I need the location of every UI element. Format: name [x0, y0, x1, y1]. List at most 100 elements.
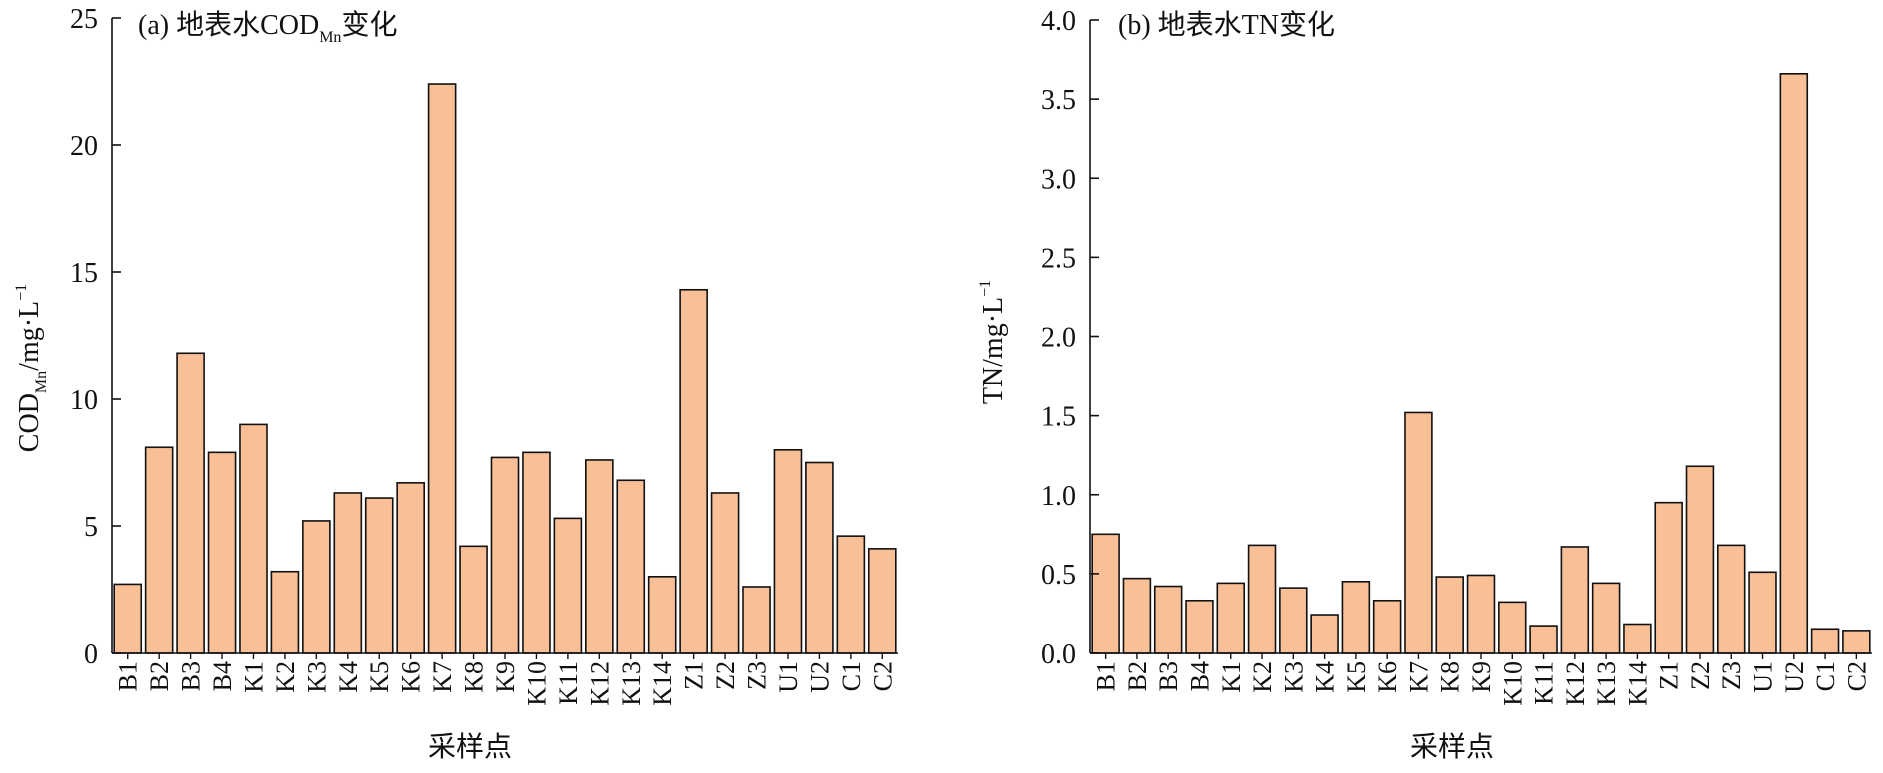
x-tick-label-K6: K6	[1373, 661, 1402, 693]
bar-K6	[396, 482, 426, 654]
bar-B3	[1153, 585, 1183, 654]
bar-K8	[459, 545, 488, 654]
x-tick-label-C1: C1	[837, 661, 866, 691]
x-tick-label-K4: K4	[1311, 661, 1340, 693]
bar-B2	[144, 446, 174, 654]
y-tick-label: 15	[70, 258, 98, 289]
x-tick-label-K5: K5	[365, 661, 394, 693]
x-tick-label-K11: K11	[554, 661, 583, 705]
x-tick-label-B4: B4	[1185, 661, 1214, 691]
bar-K11	[1529, 625, 1558, 654]
bar-U1	[773, 448, 803, 654]
x-tick-label-K10: K10	[522, 661, 551, 706]
bar-K10	[522, 451, 551, 654]
chart-cod: (a) 地表水CODMn变化 CODMn/mg·L−1 采样点 0 5 10 15 20…	[13, 4, 898, 763]
bar-K4	[1310, 614, 1339, 654]
chart-b-title: (b) 地表水TN变化	[1118, 9, 1335, 41]
y-tick-label: 3.0	[1041, 164, 1076, 195]
x-tick-label-C2: C2	[1842, 661, 1871, 691]
y-tick-label: 0.0	[1041, 639, 1076, 670]
bar-U1	[1748, 571, 1777, 654]
bar-U2	[1779, 73, 1809, 654]
x-tick-label-U1: U1	[1749, 661, 1778, 693]
bar-U2	[805, 461, 834, 654]
y-tick-label: 0	[84, 639, 98, 670]
chart-a-y-axis-label: CODMn/mg·L−1	[13, 284, 50, 452]
x-tick-label-K7: K7	[428, 661, 457, 693]
chart-a-x-ticks: B1 B2 B3 B4 K1 K2 K3 K4 K5 K6 K7 K8 K9 K10 K11 K12 K13 K1…	[114, 653, 897, 706]
bar-K6	[1372, 599, 1402, 654]
bar-K1	[1216, 582, 1246, 654]
x-tick-label-K8: K8	[460, 661, 489, 693]
bar-K2	[1247, 544, 1277, 654]
y-tick-label: 1.5	[1041, 402, 1076, 433]
x-tick-label-B2: B2	[1123, 661, 1152, 691]
x-tick-label-K9: K9	[1467, 661, 1496, 693]
x-tick-label-K14: K14	[648, 661, 677, 706]
bar-K5	[1341, 580, 1371, 654]
bar-K7	[427, 83, 457, 654]
x-tick-label-U2: U2	[1780, 661, 1809, 693]
x-tick-label-C1: C1	[1811, 661, 1840, 691]
bar-B1	[113, 583, 143, 654]
bar-K8	[1435, 576, 1464, 654]
y-tick-label: 10	[70, 385, 98, 416]
y-tick-label: 3.5	[1041, 85, 1076, 116]
y-tick-label: 2.0	[1041, 323, 1076, 354]
x-tick-label-Z1: Z1	[1655, 661, 1684, 690]
x-tick-label-B4: B4	[208, 661, 237, 691]
y-tick-label: 0.5	[1041, 560, 1076, 591]
x-tick-label-B1: B1	[1092, 661, 1121, 691]
y-tick-label: 20	[70, 131, 98, 162]
x-tick-label-B2: B2	[145, 661, 174, 691]
x-tick-label-Z3: Z3	[743, 661, 772, 690]
bar-K4	[333, 492, 363, 654]
chart-tn: (b) 地表水TN变化 TN/mg·L−1 采样点 0.0 0.5 1.0 1.5 2.…	[977, 6, 1872, 763]
bar-K1	[239, 423, 268, 654]
x-tick-label-C2: C2	[868, 661, 897, 691]
x-tick-label-K3: K3	[302, 661, 331, 693]
chart-b-bars	[1091, 73, 1871, 654]
x-tick-label-Z2: Z2	[711, 661, 740, 690]
bar-K12	[1560, 546, 1590, 654]
bar-K10	[1498, 601, 1527, 654]
chart-a-title: (a) 地表水CODMn变化	[138, 9, 397, 46]
bar-B2	[1122, 577, 1152, 654]
bar-B3	[176, 352, 205, 654]
x-tick-label-K6: K6	[397, 661, 426, 693]
y-tick-label: 1.0	[1041, 481, 1076, 512]
bar-Z3	[742, 586, 771, 654]
x-tick-label-K3: K3	[1279, 661, 1308, 693]
x-tick-label-K2: K2	[271, 661, 300, 693]
bar-K14	[1623, 623, 1652, 654]
x-tick-label-K9: K9	[491, 661, 520, 693]
chart-a-bars	[113, 83, 897, 654]
bar-Z1	[1654, 501, 1683, 654]
y-tick-label: 5	[84, 512, 98, 543]
y-tick-label: 4.0	[1041, 6, 1076, 37]
x-tick-label-Z1: Z1	[680, 661, 709, 690]
bar-C1	[836, 535, 866, 654]
x-tick-label-K4: K4	[334, 661, 363, 693]
bar-K2	[270, 570, 300, 654]
x-tick-label-K13: K13	[617, 661, 646, 706]
x-tick-label-U1: U1	[774, 661, 803, 693]
bar-K7	[1404, 411, 1433, 654]
bar-B4	[207, 451, 237, 654]
bar-Z1	[679, 288, 708, 654]
bar-K3	[1279, 587, 1308, 654]
bar-C2	[867, 548, 897, 654]
x-tick-label-K10: K10	[1498, 661, 1527, 706]
x-tick-label-K5: K5	[1342, 661, 1371, 693]
bar-Z2	[710, 492, 740, 654]
x-tick-label-K2: K2	[1248, 661, 1277, 693]
x-tick-label-Z3: Z3	[1717, 661, 1746, 690]
bar-Z3	[1716, 544, 1746, 654]
chart-b-y-axis-label: TN/mg·L−1	[977, 280, 1009, 404]
y-tick-label: 25	[70, 4, 98, 35]
bar-K14	[647, 575, 677, 654]
bar-K9	[1466, 574, 1496, 654]
bar-B1	[1091, 533, 1120, 654]
